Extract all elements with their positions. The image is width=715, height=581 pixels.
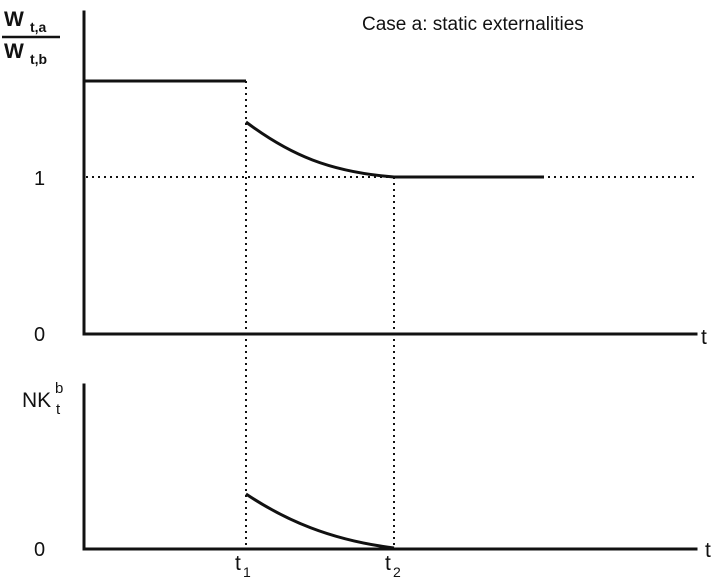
ylabel-numerator: W xyxy=(4,8,24,31)
top-ylabel: W t,a W t,b xyxy=(2,8,60,67)
bottom-tick-zero: 0 xyxy=(34,539,45,561)
bottom-decay-curve xyxy=(245,492,395,550)
t2-label-sub: 2 xyxy=(393,564,401,580)
top-panel: W t,a W t,b 1 0 t xyxy=(2,8,707,349)
top-decay-curve xyxy=(245,120,395,179)
ylabel-denominator: W xyxy=(4,40,24,63)
bottom-ylabel: NK b t xyxy=(22,380,63,418)
t2-label-main: t xyxy=(385,552,391,575)
t1-label-main: t xyxy=(235,552,241,575)
t2-label: t 2 xyxy=(385,552,401,580)
top-tick-one: 1 xyxy=(34,168,45,190)
bottom-panel: NK b t 0 t t 1 t 2 xyxy=(22,380,711,580)
top-tick-zero: 0 xyxy=(34,324,45,346)
bottom-x-label: t xyxy=(705,539,711,562)
figure-title: Case a: static externalities xyxy=(362,14,584,35)
t1-label: t 1 xyxy=(235,552,251,580)
top-x-label: t xyxy=(701,326,707,349)
t1-label-sub: 1 xyxy=(243,564,251,580)
ylabel-nk-sup: b xyxy=(55,380,63,397)
ylabel-nk-sub: t xyxy=(56,401,61,418)
ylabel-numerator-sub: t,a xyxy=(30,19,47,35)
ylabel-denominator-sub: t,b xyxy=(30,51,47,67)
ylabel-nk: NK xyxy=(22,389,51,412)
